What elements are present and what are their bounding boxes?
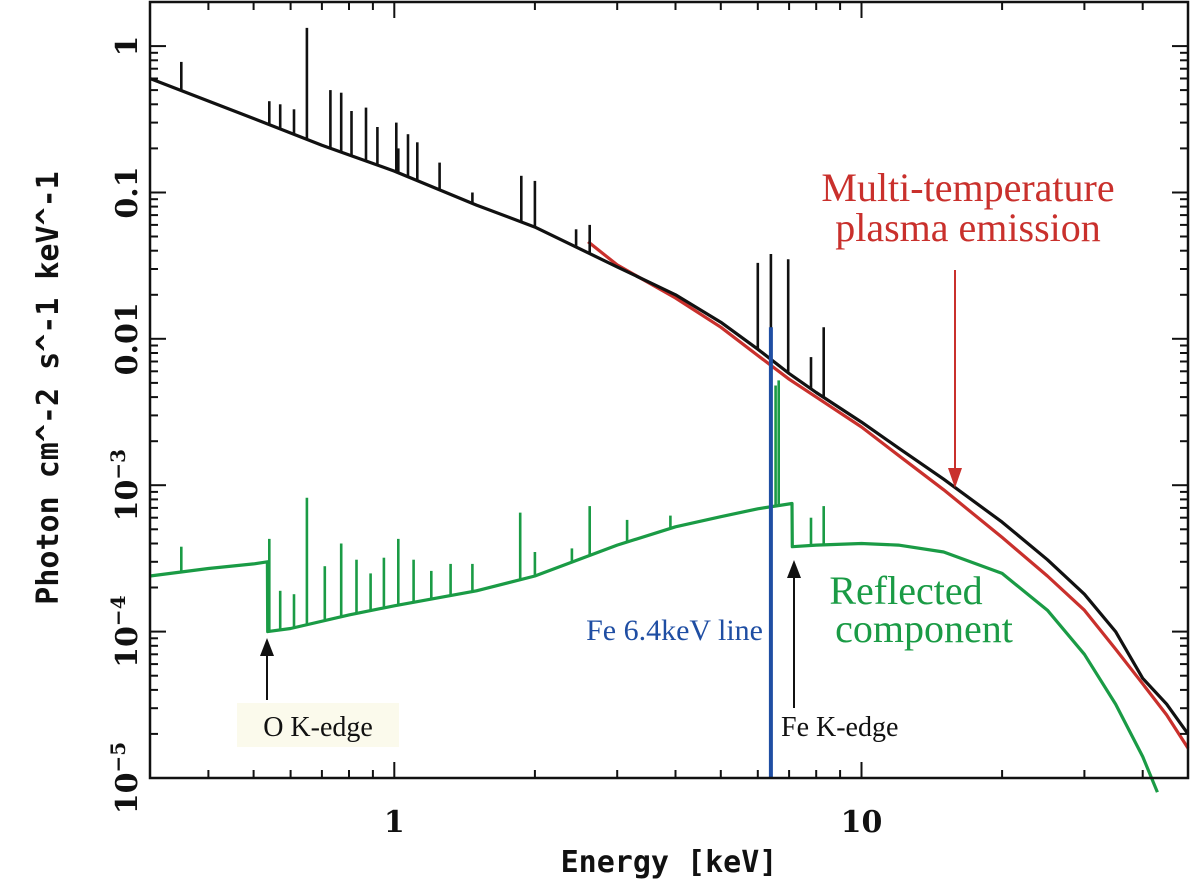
reflected-component-line [149, 501, 1159, 793]
y-axis-title-text: Photon cm^-2 s^-1 keV^-1 [31, 171, 66, 604]
y-tick-label: 10−3 [106, 449, 145, 521]
plasma-emission-line [587, 240, 1190, 749]
plasma-emission-label-line-1: Multi-temperature [821, 165, 1114, 210]
fe-k-edge-annotation: Fe K-edge [781, 560, 898, 743]
o-k-edge-label-bg [237, 703, 399, 747]
reflected-component-label-line-2: component [835, 606, 1013, 651]
o-k-edge-label: O K-edge [263, 712, 373, 743]
x-tick-label: 1 [384, 805, 405, 840]
tick-labels: 1 10 1 0.1 0.01 10−3 10−4 10−5 [106, 36, 882, 840]
reflected-component-label-line-1: Reflected [829, 568, 982, 613]
y-tick-label: 1 [110, 36, 145, 57]
plasma-emission-series [587, 240, 1190, 749]
y-tick-label: 10−4 [106, 595, 145, 668]
o-k-edge-arrowhead [260, 638, 274, 656]
total-spectrum-line [149, 77, 1190, 735]
ticks [149, 1, 1189, 779]
fe-k-edge-label: Fe K-edge [781, 712, 898, 743]
plasma-emission-label-line-2: plasma emission [835, 205, 1101, 250]
plot-series [149, 27, 1190, 793]
y-tick-label: 10−5 [106, 742, 145, 814]
y-axis-title: Photon cm^-2 s^-1 keV^-1 [31, 171, 66, 604]
fe-k-edge-arrowhead [787, 560, 801, 578]
total-spectrum-series [149, 27, 1190, 735]
x-tick-label: 10 [841, 805, 883, 840]
plasma-emission-label: Multi-temperature plasma emission [821, 165, 1115, 488]
o-k-edge-annotation: O K-edge [237, 638, 399, 747]
plot-frame [148, 0, 1190, 780]
y-tick-label: 0.1 [110, 166, 145, 218]
reflected-component-label: Reflected component [829, 568, 1012, 651]
plasma-emission-arrowhead [948, 468, 962, 488]
y-tick-label: 0.01 [110, 302, 145, 375]
fe-line-label: Fe 6.4keV line [586, 614, 763, 647]
reflected-component-series [149, 380, 1159, 793]
x-axis-title: Energy [keV] [561, 845, 778, 880]
